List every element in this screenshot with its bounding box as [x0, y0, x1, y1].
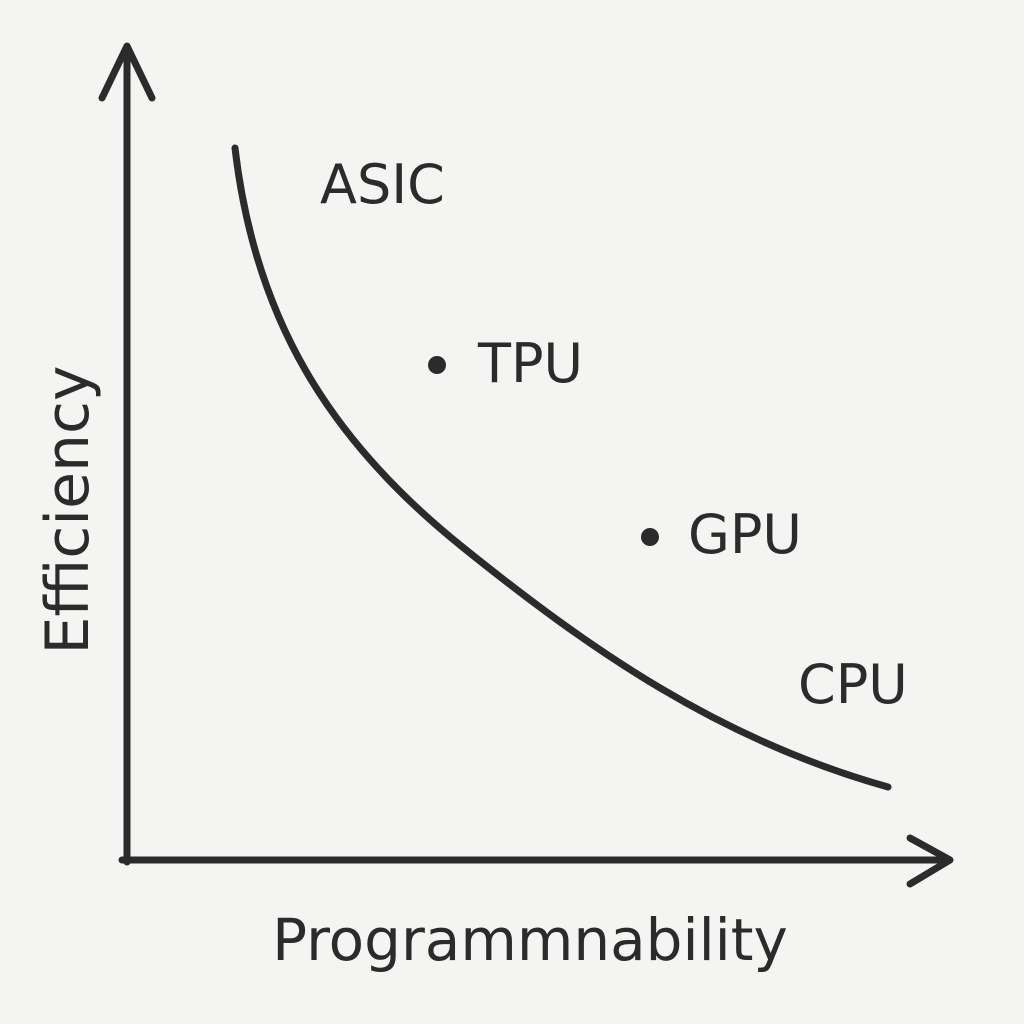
y-axis-label: Efficiency	[33, 365, 103, 654]
cpu-label: CPU	[798, 653, 908, 716]
tradeoff-curve	[231, 144, 892, 791]
x-axis-arrow	[906, 834, 954, 888]
x-axis-label: Programmnability	[272, 906, 788, 974]
tpu-dot	[428, 356, 446, 374]
gpu-label: GPU	[688, 503, 802, 566]
y-axis-arrow	[98, 42, 156, 102]
tpu-label: TPU	[477, 332, 583, 395]
asic-label: ASIC	[320, 153, 445, 216]
gpu-dot	[641, 528, 659, 546]
